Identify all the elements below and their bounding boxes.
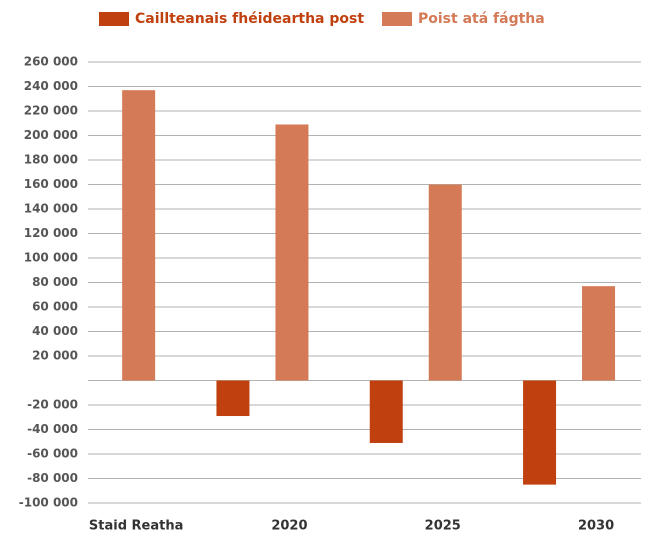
y-tick-label: 80 000 [32, 275, 78, 289]
y-tick-label: -40 000 [27, 422, 78, 436]
y-tick-label: -60 000 [27, 447, 78, 461]
legend-label: Poist atá fágtha [418, 11, 545, 27]
bar [428, 184, 462, 381]
y-tick-label: -20 000 [27, 398, 78, 412]
bar [122, 90, 156, 381]
legend-swatch [99, 12, 129, 26]
y-tick-label: -80 000 [27, 471, 78, 485]
bar [216, 380, 250, 417]
legend-swatch [382, 12, 412, 26]
y-tick-label: 240 000 [24, 79, 78, 93]
legend-label: Caillteanais fhéideartha post [135, 11, 364, 27]
y-tick-label: 140 000 [24, 202, 78, 216]
y-tick-label: -100 000 [19, 496, 78, 510]
x-tick-label: 2025 [425, 519, 461, 534]
y-tick-label: 160 000 [24, 177, 78, 191]
y-tick-label: 260 000 [24, 55, 78, 69]
x-tick-label: 2030 [578, 519, 614, 534]
x-tick-label: Staid Reatha [89, 519, 183, 534]
x-tick-label: 2020 [271, 519, 307, 534]
y-tick-label: 40 000 [32, 324, 78, 338]
y-tick-label: 60 000 [32, 300, 78, 314]
bar [275, 124, 309, 381]
y-tick-label: 180 000 [24, 153, 78, 167]
bar [582, 286, 616, 381]
y-tick-label: 100 000 [24, 251, 78, 265]
bar [369, 380, 403, 443]
y-tick-label: 120 000 [24, 226, 78, 240]
y-tick-label: 200 000 [24, 128, 78, 142]
bar [523, 380, 557, 485]
y-tick-label: 220 000 [24, 104, 78, 118]
y-tick-label: 20 000 [32, 349, 78, 363]
